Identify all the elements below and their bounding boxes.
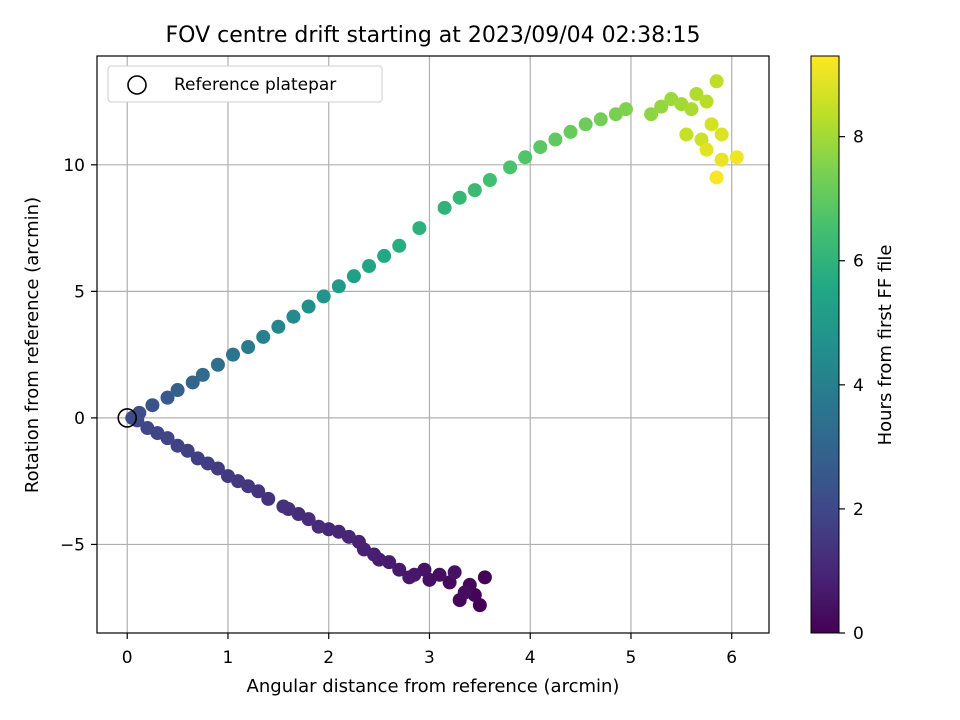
data-point (392, 238, 407, 253)
data-point (195, 367, 210, 382)
plot-frame (96, 55, 770, 634)
legend: Reference platepar (107, 65, 383, 103)
data-point (618, 102, 633, 117)
x-tick-label: 4 (525, 648, 536, 668)
chart-title: FOV centre drift starting at 2023/09/04 … (166, 23, 701, 48)
data-point (226, 347, 241, 362)
x-axis-label: Angular distance from reference (arcmin) (247, 676, 620, 697)
colorbar-gradient (810, 55, 840, 634)
data-point (548, 132, 563, 147)
data-point (699, 94, 714, 109)
data-point (704, 117, 719, 132)
data-point (271, 319, 286, 334)
data-point (276, 499, 291, 514)
data-point (286, 309, 301, 324)
x-axis-ticks: 0 1 2 3 4 5 6 (122, 633, 737, 668)
data-point (447, 565, 462, 580)
data-point (220, 469, 235, 484)
data-point (518, 150, 533, 165)
data-point (709, 170, 724, 185)
x-tick-label: 5 (626, 648, 637, 668)
y-tick-label: 0 (74, 409, 85, 429)
reference-point-marker (117, 408, 138, 428)
data-points (125, 74, 744, 613)
data-point (190, 451, 205, 466)
data-point (437, 200, 452, 215)
data-point (145, 398, 160, 413)
data-point (331, 279, 346, 294)
data-point (452, 190, 467, 205)
data-point (210, 357, 225, 372)
data-point (654, 99, 669, 114)
x-tick-label: 3 (424, 648, 435, 668)
grid-lines (97, 56, 769, 633)
data-point (689, 86, 704, 101)
data-point (160, 390, 175, 405)
data-point (241, 340, 256, 355)
data-point (578, 117, 593, 132)
data-point (402, 570, 417, 585)
colorbar: 0 2 4 6 8 Hours from first FF file (810, 55, 896, 644)
data-point (316, 289, 331, 304)
data-point (714, 127, 729, 142)
data-point (563, 124, 578, 139)
data-point (311, 519, 326, 534)
data-point (684, 102, 699, 117)
data-point (170, 438, 185, 453)
y-tick-label: 10 (63, 156, 85, 176)
y-tick-label: 5 (74, 282, 85, 302)
legend-marker-icon (127, 75, 147, 95)
data-point (477, 570, 492, 585)
data-point (714, 152, 729, 167)
data-point (185, 375, 200, 390)
data-point (533, 140, 548, 155)
legend-box (107, 65, 383, 103)
data-point (503, 160, 518, 175)
data-point (261, 491, 276, 506)
x-tick-label: 2 (323, 648, 334, 668)
data-point (699, 142, 714, 157)
y-axis-label: Rotation from reference (arcmin) (22, 197, 43, 493)
data-point (467, 183, 482, 198)
data-point (301, 299, 316, 314)
colorbar-tick-label: 4 (853, 376, 864, 396)
colorbar-tick-label: 6 (853, 252, 864, 272)
data-point (377, 248, 392, 263)
data-point (457, 585, 472, 600)
x-tick-label: 6 (726, 648, 737, 668)
legend-entry-reference: Reference platepar (174, 75, 336, 95)
colorbar-tick-label: 0 (853, 624, 864, 644)
data-point (346, 269, 361, 284)
data-point (170, 383, 185, 398)
y-tick-label: −5 (60, 535, 85, 555)
colorbar-tick-label: 8 (853, 128, 864, 148)
data-point (729, 150, 744, 165)
data-point (644, 107, 659, 122)
data-point (593, 112, 608, 127)
data-point (709, 74, 724, 89)
data-point (362, 259, 377, 274)
x-tick-label: 1 (223, 648, 234, 668)
data-point (679, 127, 694, 142)
data-point (482, 173, 497, 188)
data-point (256, 329, 271, 344)
colorbar-tick-label: 2 (853, 500, 864, 520)
colorbar-ticks: 0 2 4 6 8 (839, 128, 864, 644)
data-point (412, 221, 427, 236)
y-axis-ticks: −5 0 5 10 (60, 156, 97, 555)
x-tick-label: 0 (122, 648, 133, 668)
colorbar-label: Hours from first FF file (875, 245, 896, 446)
data-point (140, 421, 155, 436)
data-point (392, 562, 407, 577)
